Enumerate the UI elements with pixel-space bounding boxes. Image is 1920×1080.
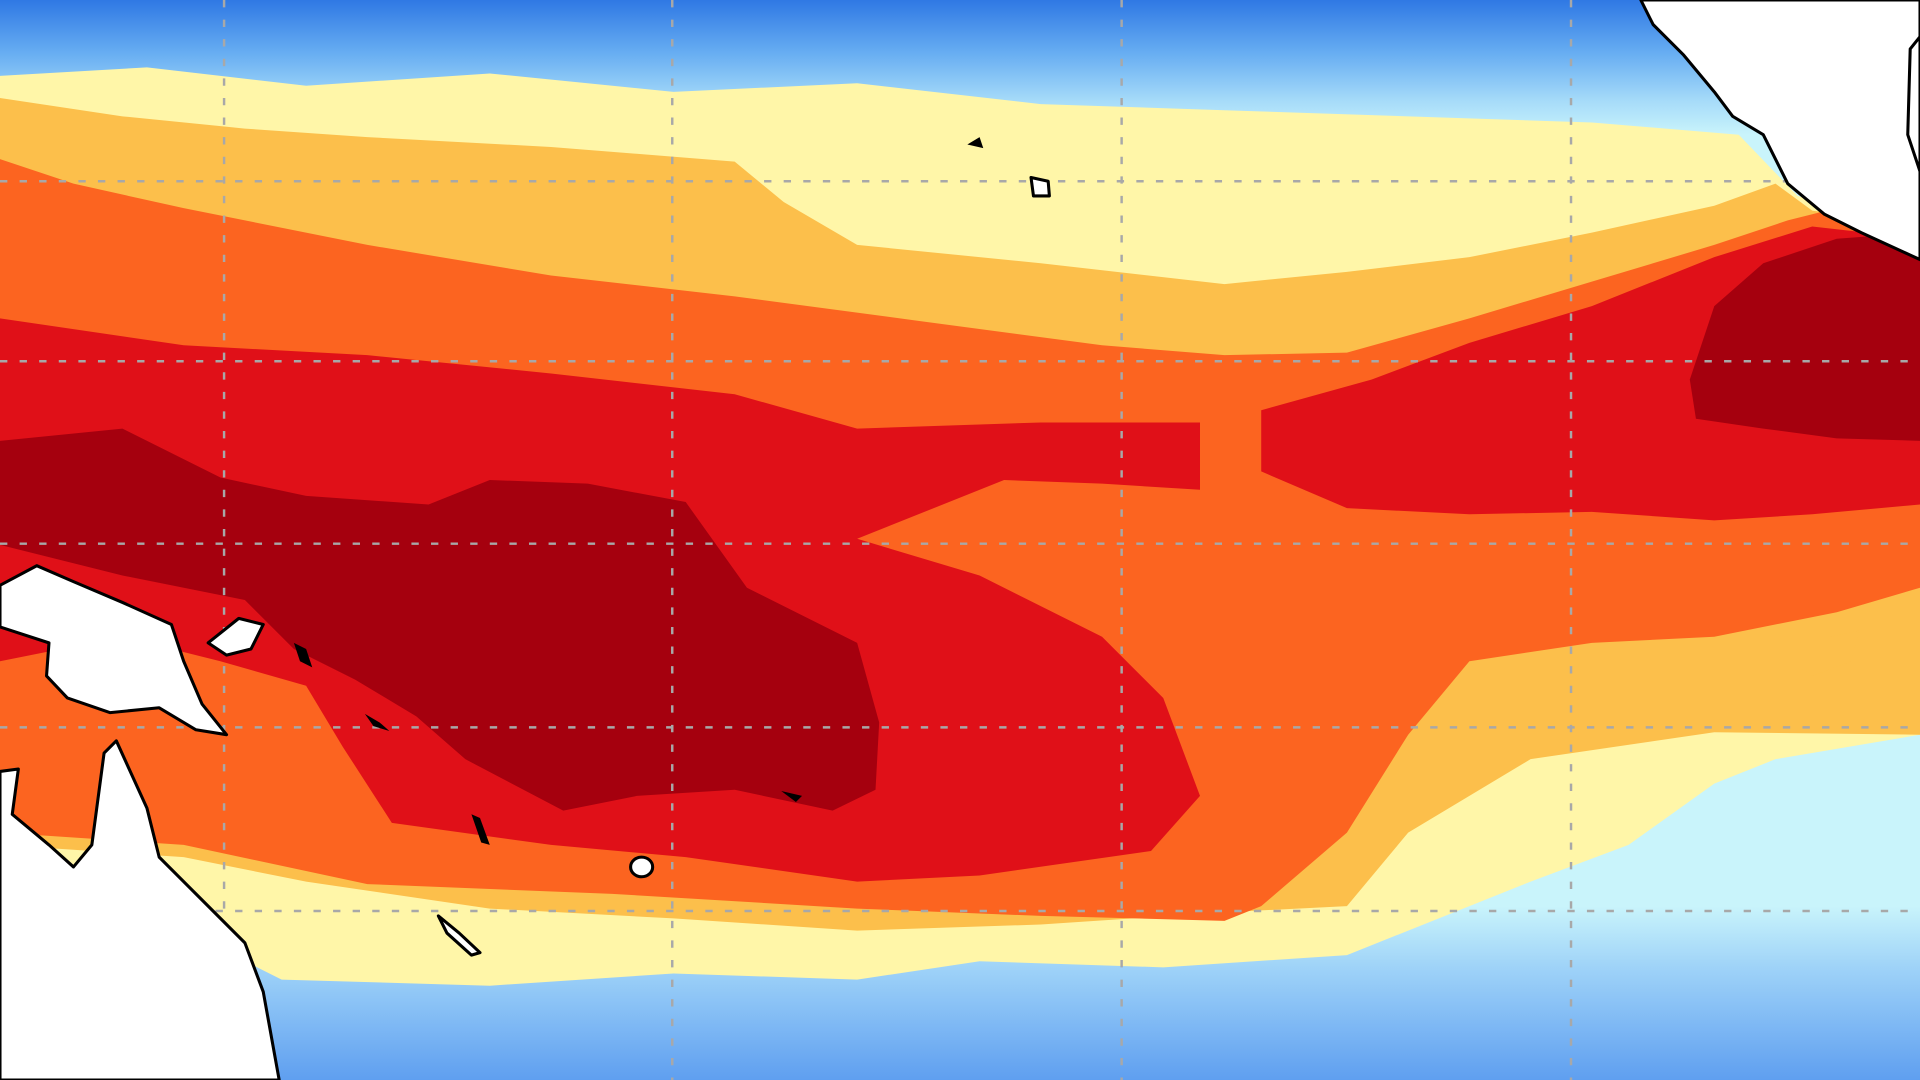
warm-core-west <box>0 428 880 811</box>
warm-patch-east <box>1800 630 1859 676</box>
new-caledonia <box>436 914 482 957</box>
fiji <box>629 855 655 879</box>
islet <box>293 642 313 668</box>
north-america <box>1639 0 1920 262</box>
new-britain <box>206 616 265 657</box>
islet <box>471 814 490 845</box>
australia <box>0 739 281 1080</box>
hawaii <box>1029 176 1051 198</box>
islet <box>364 713 390 732</box>
vancouver-island <box>1906 35 1920 173</box>
warm-core-east <box>1689 232 1920 441</box>
new-guinea <box>0 564 229 737</box>
islet <box>781 791 803 803</box>
